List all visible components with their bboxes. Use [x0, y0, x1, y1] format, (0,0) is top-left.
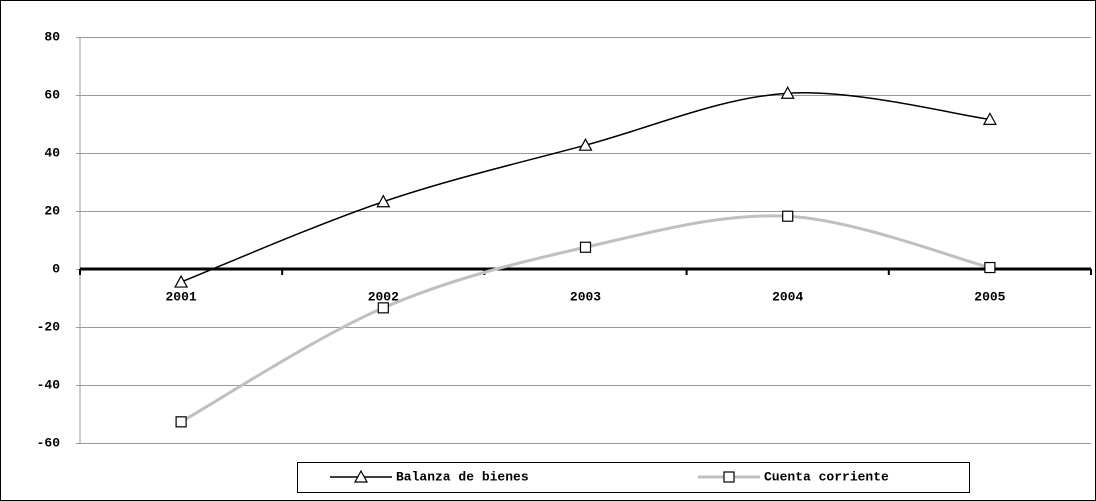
legend-box [297, 462, 970, 493]
y-tick-label: 20 [44, 203, 60, 218]
y-tick-label: 40 [44, 145, 60, 160]
marker [174, 274, 189, 288]
y-tick-label: -60 [37, 435, 61, 450]
marker [175, 416, 187, 428]
x-tick-label: 2005 [974, 289, 1005, 304]
marker [982, 112, 997, 125]
legend-label: Cuenta corriente [764, 469, 889, 484]
y-tick-label: 60 [44, 87, 60, 102]
y-tick-label: 80 [44, 29, 60, 44]
marker [377, 302, 389, 314]
marker [579, 241, 592, 253]
marker [782, 210, 794, 222]
x-tick-label: 2001 [165, 289, 196, 304]
x-tick-label: 2002 [368, 289, 399, 304]
marker [780, 86, 795, 99]
marker [578, 137, 593, 151]
marker [984, 261, 996, 274]
marker [376, 194, 391, 208]
y-tick-label: -40 [37, 377, 61, 392]
legend-marker [723, 471, 735, 483]
legend-label: Balanza de bienes [396, 469, 529, 484]
y-tick-label: 0 [52, 261, 60, 276]
x-tick-label: 2003 [570, 289, 601, 304]
y-tick-label: -20 [37, 319, 61, 334]
x-tick-label: 2004 [772, 289, 803, 304]
legend-marker [353, 469, 369, 483]
